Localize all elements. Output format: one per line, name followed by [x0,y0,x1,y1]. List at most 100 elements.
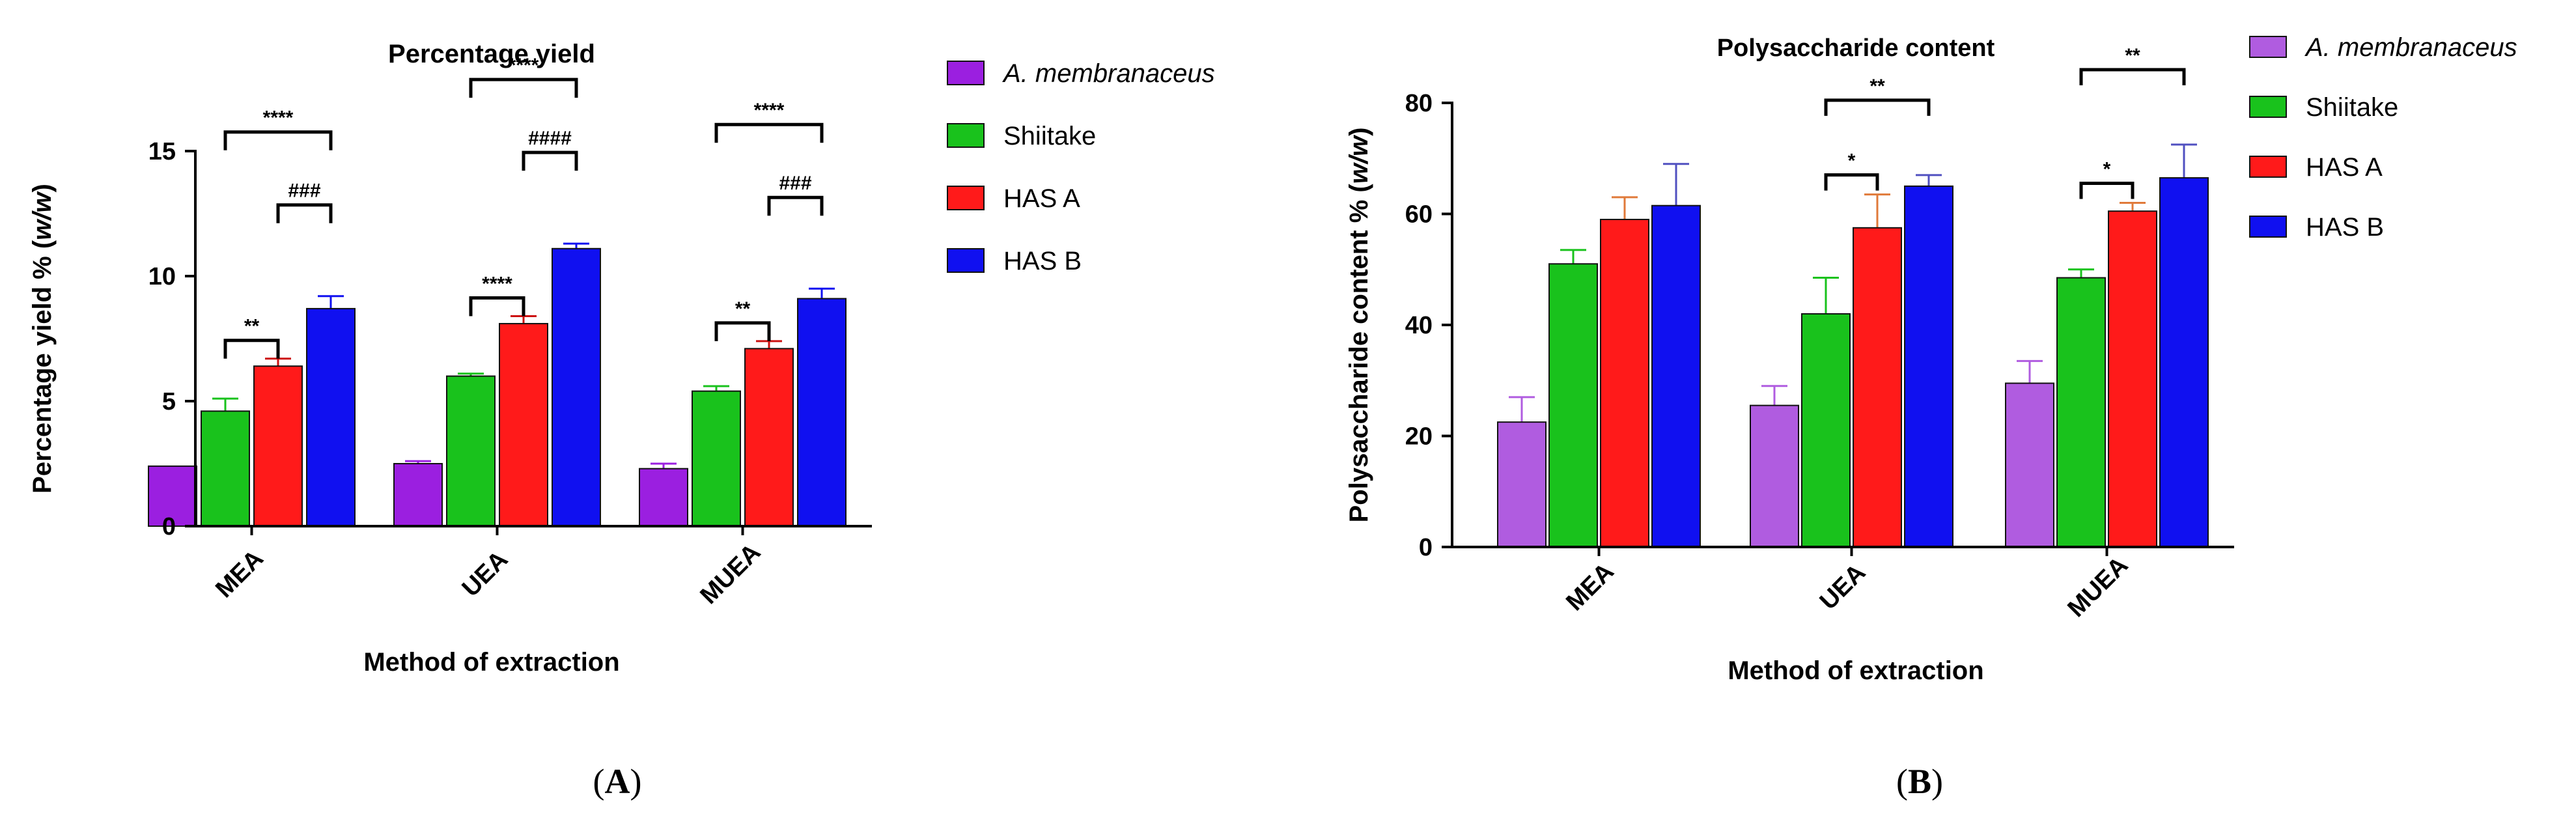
bar [148,465,197,527]
bar [393,463,443,527]
chart-title: Percentage yield [388,40,595,68]
y-tick-label: 0 [1419,534,1433,561]
significance-bracket [223,130,333,150]
significance-label: ** [735,298,751,320]
x-axis-label: Method of extraction [1728,656,1983,685]
legend-label: HAS B [2306,213,2384,242]
y-axis-label-suffix: ) [28,184,57,192]
x-tick-label: MUEA [2063,552,2134,623]
legend-swatch [947,123,985,148]
bar [2056,277,2106,548]
bar [2159,177,2209,548]
legend-label: HAS A [1003,184,1080,213]
significance-label: #### [528,128,572,149]
y-axis-label: Percentage yield % (w/w) [28,184,57,494]
significance-label: **** [482,273,512,294]
bar [1750,404,1799,548]
x-tick-label: UEA [1815,559,1871,615]
bar [744,348,794,527]
significance-label: **** [509,55,539,76]
significance-label: * [1848,150,1856,172]
legend-label: HAS B [1003,247,1082,275]
significance-bracket [469,296,525,316]
bar [253,365,303,527]
legend-swatch [947,248,985,273]
bar [1904,185,1953,548]
panel-label-open: ( [1896,762,1908,801]
panel-label-letter: B [1908,762,1931,801]
x-axis-label: Method of extraction [363,648,619,677]
significance-bracket [522,150,578,171]
bar [1801,313,1851,548]
y-tick-label: 40 [1405,312,1433,339]
significance-bracket [1824,98,1931,116]
y-axis-label-unit: w/w [28,191,57,240]
y-tick-label: 15 [148,138,176,165]
bar [797,298,847,527]
bar [1651,204,1701,548]
y-axis-label: Polysaccharide content % (w/w) [1345,128,1373,523]
bar [2005,382,2054,548]
significance-bracket [2079,68,2186,85]
legend-swatch [947,186,985,210]
legend-label: A. membranaceus [1002,59,1215,88]
significance-bracket [469,77,578,98]
legend-swatch [2249,156,2287,178]
chart-panel-a: Percentage yield 0 5 10 15 MEA UEA MUEA Percenta… [28,40,1215,801]
y-tick-label: 20 [1405,423,1433,451]
legend-label: Shiitake [2306,93,2398,122]
x-tick-label: UEA [457,546,513,602]
significance-bracket [276,203,333,223]
significance-label: ** [2125,45,2140,66]
panel-label-close: ) [1931,762,1943,801]
legend-label: Shiitake [1003,122,1096,150]
bar [552,247,601,527]
significance-label: * [2103,158,2111,180]
bar [1853,227,1902,548]
y-axis-label-suffix: ) [1345,128,1373,136]
panel-label: (A) [593,762,642,801]
panel-label-open: ( [593,762,605,801]
bar [639,468,688,527]
legend-swatch [2249,96,2287,118]
significance-label: ### [779,173,811,194]
bar [2108,210,2157,548]
y-tick-label: 10 [148,263,176,290]
legend-swatch [947,61,985,85]
legend-label: A. membranaceus [2304,33,2517,62]
chart-panel-b: Polysaccharide content 0 20 40 60 80 MEA UEA MUE… [1345,33,2517,801]
significance-bracket [2079,181,2135,199]
significance-bracket [1824,173,1879,191]
y-axis-label-unit: w/w [1345,134,1373,184]
y-tick-label: 5 [162,388,176,415]
significance-bracket [223,339,280,359]
legend-label: HAS A [2306,153,2383,182]
significance-label: ** [1869,76,1885,97]
bar [1548,263,1598,548]
chart-title: Polysaccharide content [1717,35,1995,62]
significance-label: **** [263,107,294,129]
x-tick-label: MEA [210,545,268,603]
y-axis-label-prefix: Polysaccharide content % ( [1345,184,1373,523]
legend-swatch [2249,36,2287,58]
significance-bracket [714,122,824,143]
panel-label-close: ) [630,762,642,801]
y-axis-label-prefix: Percentage yield % ( [28,240,57,494]
bar [446,375,496,527]
y-tick-label: 60 [1405,201,1433,229]
bar [306,307,356,527]
bar [499,322,548,527]
x-tick-label: MEA [1561,558,1619,616]
bar [692,390,741,527]
y-tick-label: 80 [1405,90,1433,117]
y-tick-label: 0 [162,513,176,540]
bar [1497,421,1547,548]
panel-label: (B) [1896,762,1943,801]
significance-bracket [767,195,824,216]
significance-label: ### [288,180,320,202]
significance-bracket [714,321,771,341]
significance-label: **** [754,100,785,121]
panel-label-letter: A [605,762,630,801]
bar [201,410,250,527]
